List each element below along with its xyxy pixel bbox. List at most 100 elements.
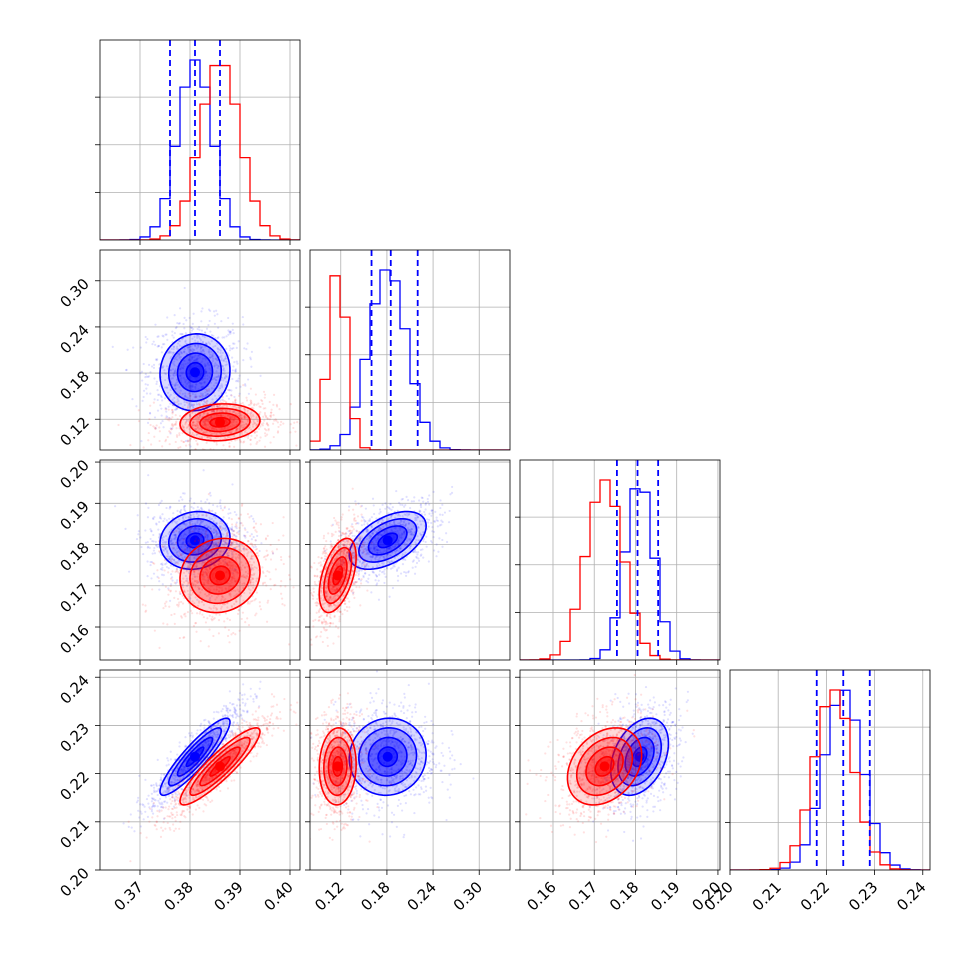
- scatter-point: [253, 431, 256, 435]
- scatter-point: [162, 520, 165, 523]
- scatter-point: [220, 432, 223, 435]
- scatter-point: [376, 520, 380, 523]
- scatter-point: [361, 537, 364, 540]
- scatter-point: [176, 342, 180, 345]
- scatter-point: [419, 503, 423, 506]
- scatter-point: [197, 419, 200, 422]
- scatter-point: [202, 583, 205, 586]
- scatter-point: [191, 385, 194, 388]
- scatter-point: [399, 528, 402, 532]
- scatter-point: [205, 564, 208, 567]
- scatter-point: [173, 558, 176, 561]
- scatter-point: [182, 365, 185, 368]
- scatter-point: [226, 561, 229, 564]
- scatter-point: [243, 581, 246, 585]
- scatter-point: [201, 307, 204, 310]
- scatter-point: [292, 426, 295, 430]
- scatter-point: [171, 377, 175, 380]
- scatter-point: [224, 539, 228, 542]
- scatter-point: [252, 415, 255, 418]
- scatter-point: [357, 522, 360, 525]
- scatter-point: [228, 430, 231, 434]
- scatter-point: [416, 553, 419, 556]
- scatter-point: [378, 512, 381, 515]
- scatter-point: [152, 517, 155, 521]
- scatter-point: [193, 570, 196, 574]
- scatter-point: [329, 603, 332, 606]
- scatter-point: [342, 575, 345, 578]
- scatter-point: [164, 585, 167, 588]
- scatter-point: [178, 551, 181, 555]
- scatter-point: [218, 551, 221, 554]
- scatter-point: [425, 535, 428, 538]
- scatter-point: [322, 599, 326, 602]
- scatter-point: [214, 551, 217, 554]
- scatter-point: [171, 558, 174, 561]
- scatter-point: [387, 512, 390, 515]
- scatter-point: [208, 436, 211, 439]
- scatter-point: [231, 532, 234, 535]
- scatter-point: [211, 556, 214, 559]
- scatter-point: [175, 325, 178, 329]
- scatter-point: [204, 364, 207, 367]
- scatter-point: [217, 594, 220, 597]
- scatter-point: [187, 565, 190, 568]
- scatter-point: [381, 503, 384, 506]
- scatter-point: [214, 535, 217, 539]
- scatter-point: [156, 358, 159, 361]
- scatter-point: [195, 383, 198, 386]
- scatter-point: [359, 536, 362, 539]
- scatter-point: [220, 357, 223, 360]
- panel-2-2: [515, 459, 721, 661]
- scatter-point: [417, 526, 420, 529]
- scatter-point: [211, 563, 215, 566]
- scatter-point: [189, 514, 193, 517]
- scatter-point: [409, 537, 413, 540]
- scatter-point: [168, 395, 171, 398]
- scatter-point: [354, 542, 357, 545]
- scatter-point: [145, 387, 148, 390]
- panel-1-1: [305, 249, 511, 451]
- scatter-point: [420, 533, 423, 537]
- scatter-point: [183, 327, 186, 330]
- scatter-point: [249, 356, 252, 359]
- scatter-point: [168, 416, 171, 420]
- scatter-point: [170, 351, 173, 354]
- scatter-point: [413, 550, 416, 553]
- scatter-point: [191, 600, 194, 603]
- scatter-point: [185, 426, 188, 429]
- scatter-point: [179, 446, 182, 449]
- scatter-point: [194, 344, 197, 347]
- scatter-point: [254, 539, 257, 542]
- scatter-point: [237, 377, 240, 380]
- scatter-point: [340, 560, 343, 563]
- scatter-point: [406, 539, 409, 543]
- scatter-point: [186, 610, 190, 614]
- scatter-point: [401, 562, 405, 566]
- scatter-point: [305, 597, 307, 599]
- scatter-point: [240, 416, 243, 419]
- scatter-point: [221, 395, 224, 399]
- scatter-point: [173, 547, 176, 550]
- scatter-point: [178, 392, 182, 395]
- scatter-point: [196, 520, 199, 523]
- scatter-point: [197, 539, 201, 542]
- scatter-point: [233, 453, 235, 455]
- scatter-point: [164, 440, 167, 443]
- scatter-point: [244, 566, 247, 569]
- scatter-point: [197, 550, 200, 553]
- scatter-point: [391, 586, 395, 590]
- scatter-point: [217, 365, 220, 368]
- scatter-point: [243, 416, 246, 419]
- scatter-point: [342, 548, 346, 552]
- scatter-point: [149, 371, 152, 374]
- scatter-point: [198, 542, 201, 545]
- scatter-point: [236, 362, 239, 365]
- scatter-point: [238, 543, 241, 546]
- scatter-point: [404, 524, 407, 527]
- scatter-point: [330, 562, 333, 565]
- scatter-point: [216, 532, 219, 535]
- scatter-point: [199, 591, 202, 594]
- scatter-point: [228, 641, 231, 644]
- scatter-point: [254, 422, 257, 425]
